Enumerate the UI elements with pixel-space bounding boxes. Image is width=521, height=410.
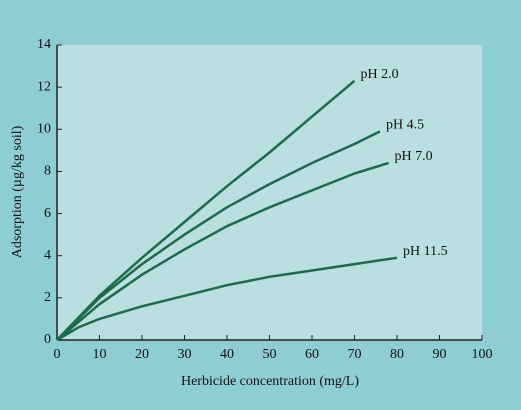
x-tick-label: 20 [135, 347, 149, 362]
y-tick-label: 14 [37, 37, 51, 52]
x-tick-label: 50 [263, 347, 277, 362]
x-tick-label: 60 [305, 347, 319, 362]
y-tick-label: 10 [37, 122, 51, 137]
y-axis-label: Adsorption (µg/kg soil) [10, 125, 25, 258]
plot-area [57, 45, 482, 340]
y-tick-label: 8 [44, 164, 51, 179]
x-tick-label: 10 [93, 347, 107, 362]
y-tick-label: 4 [44, 248, 51, 263]
x-axis-label: Herbicide concentration (mg/L) [181, 374, 359, 389]
line [56, 130, 381, 341]
x-tick-label: 100 [472, 347, 493, 362]
x-tick-label: 0 [54, 347, 61, 362]
line [56, 256, 398, 342]
y-tick-label: 2 [44, 290, 51, 305]
series-label: pH 2.0 [361, 67, 399, 82]
y-tick-label: 12 [37, 79, 51, 94]
y-tick-label: 6 [44, 206, 51, 221]
series-label: pH 4.5 [386, 118, 424, 133]
x-tick-label: 70 [348, 347, 362, 362]
line [56, 161, 389, 341]
x-tick-label: 90 [433, 347, 447, 362]
line [56, 79, 356, 341]
y-tick-label: 0 [44, 332, 51, 347]
x-tick-label: 30 [178, 347, 192, 362]
series-label: pH 11.5 [403, 244, 448, 259]
series-label: pH 7.0 [395, 149, 433, 164]
x-tick-label: 80 [390, 347, 404, 362]
x-tick-label: 40 [220, 347, 234, 362]
